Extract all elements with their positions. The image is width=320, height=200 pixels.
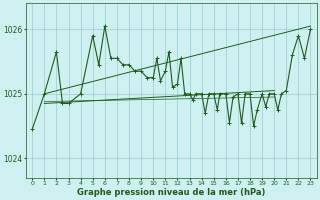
X-axis label: Graphe pression niveau de la mer (hPa): Graphe pression niveau de la mer (hPa): [77, 188, 266, 197]
